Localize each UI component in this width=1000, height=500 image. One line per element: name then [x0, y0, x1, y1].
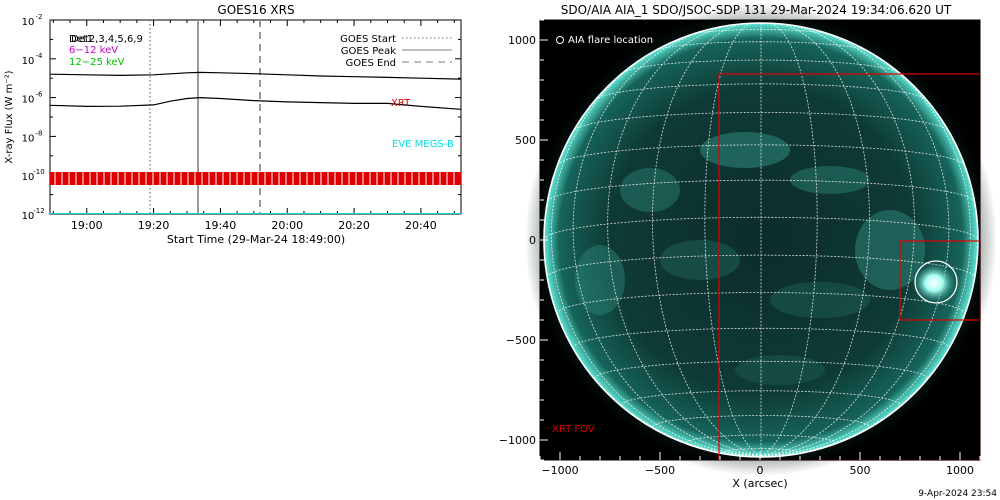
goes-y-tick-exponent: -10	[33, 168, 44, 176]
grid-line	[550, 40, 762, 457]
aia-x-tick-label: −500	[645, 464, 675, 477]
flare-legend-label: AIA flare location	[568, 35, 653, 46]
aia-y-tick-label: 0	[529, 234, 536, 247]
goes-x-tick-label: 20:00	[271, 219, 303, 232]
aia-y-tick-label: −500	[506, 334, 536, 347]
goes-y-axis-label: X-ray Flux (W m⁻²)	[4, 70, 15, 163]
goes-y-tick-exponent: -8	[36, 129, 43, 137]
aia-x-tick-label: 0	[757, 464, 764, 477]
goes-y-tick-exponent: -12	[33, 207, 44, 215]
legend-6-12kev: 6−12 keV	[69, 45, 118, 56]
legend-goes-start: GOES Start	[340, 34, 396, 45]
legend-goes-end: GOES End	[346, 58, 396, 69]
aia-y-tick-label: 500	[515, 134, 536, 147]
aia-x-tick-label: 1000	[946, 464, 974, 477]
goes-y-tick-label: 10	[22, 172, 35, 183]
grid-line	[556, 292, 966, 314]
goes-y-tick-label: 10	[22, 56, 35, 67]
aia-x-tick-label: 500	[850, 464, 871, 477]
annotation-eve: EVE MEGS-B	[392, 139, 454, 150]
grid-line	[557, 144, 965, 166]
heliographic-grid	[544, 23, 978, 457]
goes-x-tick-label: 20:20	[338, 219, 370, 232]
grid-line	[607, 23, 762, 457]
xrt-fov-label: XRT FOV	[552, 424, 595, 435]
legend-12-25kev: 12−25 keV	[69, 57, 125, 68]
goes-y-tick-label: 10	[22, 17, 35, 28]
goes-x-tick-label: 19:40	[205, 219, 237, 232]
flare-location-circle	[914, 260, 958, 304]
goes-title: GOES16 XRS	[217, 3, 294, 17]
grid-line	[652, 23, 762, 457]
xrt-coverage-band	[50, 172, 461, 185]
disk-features	[575, 132, 925, 385]
legend-det2: Det2,3,4,5,6,9	[71, 34, 143, 45]
flare-brightening	[912, 263, 956, 303]
goes-y-tick-label: 10	[22, 211, 35, 222]
legend-det1: Det1	[69, 34, 93, 45]
grid-line	[595, 83, 927, 100]
xrt-coverage-gaps	[54, 172, 455, 185]
goes-x-tick-label: 19:20	[138, 219, 170, 232]
goes-series-line	[50, 96, 461, 110]
grid-line	[623, 59, 899, 73]
grid-line	[760, 40, 972, 457]
grid-line	[704, 23, 762, 457]
goes-xrs-panel: GOES16 XRS 19:00 19:20 19:40 20:00 20:20 20:4…	[4, 3, 462, 246]
goes-y-tick-exponent: -2	[36, 13, 43, 21]
goes-x-axis-label: Start Time (29-Mar-24 18:49:00)	[167, 233, 345, 246]
aia-axis-ticks: −1000 −500 0 500 1000 1000 500 0 −500 −1000	[499, 19, 981, 477]
aia-x-tick-label: −1000	[541, 464, 578, 477]
grid-line	[690, 28, 832, 36]
grid-line	[760, 239, 978, 457]
flare-legend-symbol	[556, 36, 564, 44]
grid-line	[544, 239, 762, 457]
grid-line	[760, 23, 870, 457]
goes-y-tick-exponent: -4	[36, 52, 44, 60]
aia-y-tick-label: 1000	[508, 34, 536, 47]
aia-y-tick-label: −1000	[499, 434, 536, 447]
legend-goes-peak: GOES Peak	[341, 46, 396, 57]
solar-disk	[544, 23, 978, 457]
aia-x-axis-label: X (arcsec)	[732, 477, 787, 490]
goes-series-line	[50, 71, 461, 80]
goes-x-tick-label: 20:40	[405, 219, 437, 232]
goes-y-tick-label: 10	[22, 95, 35, 106]
goes-y-tick-exponent: -6	[36, 91, 44, 99]
grid-line	[573, 112, 949, 131]
goes-x-tick-label: 19:00	[71, 219, 103, 232]
goes-y-tick-label: 10	[22, 133, 35, 144]
footer-timestamp: 9-Apr-2024 23:54	[918, 489, 997, 499]
annotation-xrt: XRT	[391, 98, 411, 109]
aia-panel: SDO/AIA AIA_1 SDO/JSOC-SDP 131 29-Mar-20…	[499, 3, 997, 499]
grid-line	[760, 23, 818, 457]
